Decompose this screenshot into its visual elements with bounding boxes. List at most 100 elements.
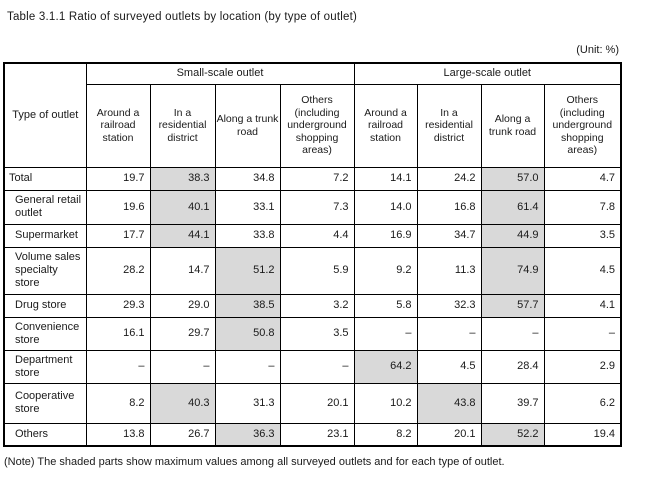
column-header-large-others: Others (including underground shopping a…	[543, 83, 622, 168]
value-cell: 8.2	[85, 382, 151, 424]
value-cell: 7.8	[543, 189, 622, 225]
value-cell: 4.5	[543, 246, 622, 295]
column-header-large-trunk-road: Along a trunk road	[480, 83, 545, 168]
value-cell: 28.4	[480, 349, 545, 384]
table-row: Total 19.7 38.3 34.8 7.2 14.1 24.2 57.0 4.7	[3, 166, 622, 191]
value-cell: 7.2	[279, 166, 355, 191]
value-cell: 3.2	[279, 293, 355, 318]
value-cell: 44.1	[149, 223, 216, 248]
row-label: General retail outlet	[3, 189, 87, 225]
column-header-large-railroad: Around a railroad station	[353, 83, 418, 168]
value-cell: 4.1	[543, 293, 622, 318]
column-header-small-others: Others (including underground shopping a…	[279, 83, 355, 168]
value-cell: 44.9	[480, 223, 545, 248]
value-cell: 33.1	[214, 189, 281, 225]
column-header-large-residential: In a residential district	[416, 83, 482, 168]
table-row: Others 13.8 26.7 36.3 23.1 8.2 20.1 52.2 19.4	[3, 422, 622, 447]
value-cell: 38.5	[214, 293, 281, 318]
value-cell: 57.7	[480, 293, 545, 318]
value-cell: 38.3	[149, 166, 216, 191]
value-cell: 14.1	[353, 166, 418, 191]
table-row: Convenience store 16.1 29.7 50.8 3.5– – – –	[3, 316, 622, 351]
value-cell: 3.5	[279, 316, 355, 351]
row-label: Total	[3, 166, 87, 191]
value-cell: 64.2	[353, 349, 418, 384]
value-cell: 8.2	[353, 422, 418, 447]
value-cell: –	[353, 316, 418, 351]
row-label: Others	[3, 422, 87, 447]
value-cell: 50.8	[214, 316, 281, 351]
column-header-row: Around a railroad station In a residenti…	[4, 83, 622, 168]
value-cell: 6.2	[543, 382, 622, 424]
value-cell: 3.5	[543, 223, 622, 248]
value-cell: 5.8	[353, 293, 418, 318]
value-cell: 29.3	[85, 293, 151, 318]
note: (Note) The shaded parts show maximum val…	[4, 456, 505, 468]
value-cell: 39.7	[480, 382, 545, 424]
value-cell: 16.8	[416, 189, 482, 225]
table-title: Table 3.1.1 Ratio of surveyed outlets by…	[7, 11, 358, 23]
value-cell: –	[480, 316, 545, 351]
value-cell: 40.1	[149, 189, 216, 225]
value-cell: 31.3	[214, 382, 281, 424]
value-cell: 36.3	[214, 422, 281, 447]
value-cell: 19.6	[85, 189, 151, 225]
table-row: General retail outlet 19.6 40.1 33.1 7.3 14.0…	[3, 189, 622, 225]
row-label: Supermarket	[3, 223, 87, 248]
value-cell: 29.0	[149, 293, 216, 318]
group-header-row: Type of outlet Small-scale outlet Large-…	[3, 62, 622, 168]
value-cell: –	[543, 316, 622, 351]
value-cell: 13.8	[85, 422, 151, 447]
column-header-small-trunk-road: Along a trunk road	[214, 83, 281, 168]
value-cell: 11.3	[416, 246, 482, 295]
value-cell: –	[149, 349, 216, 384]
table-body: Total 19.7 38.3 34.8 7.2 14.1 24.2 57.0 4.7 Gener…	[3, 166, 622, 447]
value-cell: 4.5	[416, 349, 482, 384]
value-cell: 14.0	[353, 189, 418, 225]
value-cell: 57.0	[480, 166, 545, 191]
value-cell: –	[416, 316, 482, 351]
value-cell: 9.2	[353, 246, 418, 295]
value-cell: 10.2	[353, 382, 418, 424]
value-cell: 2.9	[543, 349, 622, 384]
table-row: Supermarket 17.7 44.1 33.8 4.4 16.9 34.7 44.9 3.…	[3, 223, 622, 248]
value-cell: 61.4	[480, 189, 545, 225]
group-header-small-scale: Small-scale outlet	[85, 62, 355, 85]
row-label: Convenience store	[3, 316, 87, 351]
value-cell: 26.7	[149, 422, 216, 447]
value-cell: 24.2	[416, 166, 482, 191]
value-cell: 14.7	[149, 246, 216, 295]
value-cell: 29.7	[149, 316, 216, 351]
value-cell: 20.1	[416, 422, 482, 447]
value-cell: 28.2	[85, 246, 151, 295]
value-cell: 4.7	[543, 166, 622, 191]
value-cell: 74.9	[480, 246, 545, 295]
table-row: Drug store 29.3 29.0 38.5 3.2 5.8 32.3 57.7 4.1	[3, 293, 622, 318]
unit-label: (Unit: %)	[576, 44, 619, 56]
value-cell: 23.1	[279, 422, 355, 447]
value-cell: 19.7	[85, 166, 151, 191]
value-cell: 16.9	[353, 223, 418, 248]
ratio-table: Type of outlet Small-scale outlet Large-…	[3, 62, 623, 447]
value-cell: –	[85, 349, 151, 384]
value-cell: 34.8	[214, 166, 281, 191]
value-cell: 4.4	[279, 223, 355, 248]
value-cell: 34.7	[416, 223, 482, 248]
value-cell: 7.3	[279, 189, 355, 225]
group-header-large-scale: Large-scale outlet	[353, 62, 622, 85]
value-cell: 5.9	[279, 246, 355, 295]
table-row: Volume sales specialty store 28.2 14.7 51.2…	[3, 246, 622, 295]
value-cell: 33.8	[214, 223, 281, 248]
corner-header: Type of outlet	[3, 62, 87, 168]
value-cell: 51.2	[214, 246, 281, 295]
value-cell: 17.7	[85, 223, 151, 248]
column-header-small-residential: In a residential district	[149, 83, 216, 168]
value-cell: –	[214, 349, 281, 384]
row-label: Volume sales specialty store	[3, 246, 87, 295]
row-label: Cooperative store	[3, 382, 87, 424]
row-label: Department store	[3, 349, 87, 384]
value-cell: 19.4	[543, 422, 622, 447]
table-row: Cooperative store 8.2 40.3 31.3 20.1 10.2 43.8…	[3, 382, 622, 424]
value-cell: 43.8	[416, 382, 482, 424]
